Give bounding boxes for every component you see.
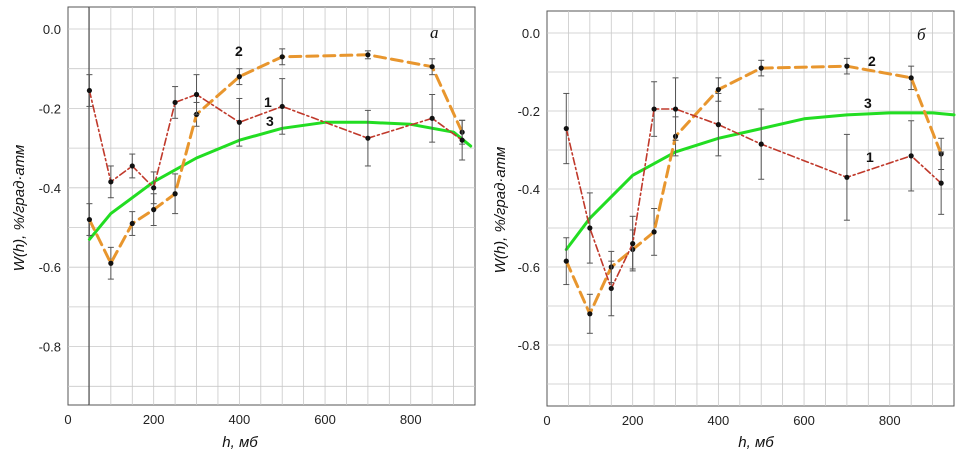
series-1-point (938, 180, 944, 186)
series-1 (563, 77, 945, 317)
series-2-point (86, 216, 93, 223)
y-tick-label: -0.2 (39, 101, 61, 116)
panel-a-series-3-label: 3 (266, 113, 274, 129)
panel-a-series-2-label: 2 (235, 43, 243, 59)
y-tick-label: -0.6 (39, 260, 61, 275)
series-1-point (151, 185, 157, 191)
series-2-point (587, 311, 593, 317)
series-1-point (86, 87, 93, 94)
y-tick-label: -0.6 (518, 260, 540, 275)
x-tick-label: 0 (543, 413, 550, 428)
panel-b-series-2-label: 2 (868, 53, 876, 69)
series-1-point (129, 163, 135, 169)
x-tick-label: 400 (229, 412, 251, 427)
panel-b-letter: б (917, 25, 926, 44)
panel-a-x-axis-label: h, мб (222, 434, 258, 451)
x-tick-label: 600 (793, 413, 815, 428)
y-tick-label: 0.0 (522, 26, 540, 41)
series-2-point (758, 65, 764, 71)
series-2-point (365, 52, 371, 58)
series-2-point (129, 220, 135, 227)
panel-b-series-1-label: 1 (866, 149, 874, 165)
x-tick-label: 600 (314, 412, 336, 427)
series-1-point (459, 137, 465, 143)
panel-a-frame (67, 6, 476, 406)
series-1-point (365, 135, 371, 141)
series-2-point (715, 86, 721, 93)
x-tick-label: 800 (879, 413, 901, 428)
series-1-point (715, 122, 721, 128)
series-1-point (108, 179, 114, 185)
series-1-point (563, 125, 569, 132)
x-tick-label: 0 (64, 412, 71, 427)
series-2-point (279, 54, 285, 60)
series-2-point (563, 258, 569, 264)
series-2-point (151, 207, 157, 213)
series-1-point (844, 174, 850, 180)
panel-b-x-axis-label: h, мб (738, 434, 774, 451)
series-1-point (236, 119, 242, 125)
series-1-point (908, 153, 914, 159)
panel-b-series-3-label: 3 (864, 95, 872, 111)
panel-b: 0 200 400 600 800 0.0 -0.2 -0.4 -0.6 -0.8 б 2 3 1… (492, 10, 956, 451)
y-tick-label: -0.4 (39, 181, 61, 196)
series-1-point (193, 91, 200, 98)
series-1-line (565, 108, 942, 290)
panel-b-frame (546, 10, 955, 407)
series-1-point (172, 99, 178, 106)
series-2-point (236, 74, 242, 80)
series-1-point (630, 241, 636, 247)
y-tick-label: 0.0 (43, 22, 61, 37)
x-tick-label: 200 (143, 412, 165, 427)
y-tick-label: -0.8 (39, 340, 61, 355)
series-1-point (758, 141, 764, 147)
panel-a-letter: а (430, 23, 439, 42)
panel-b-y-axis-label: W(h), %/град·атм (492, 147, 509, 274)
series-2-point (108, 260, 114, 266)
panel-a-series-1-label: 1 (264, 94, 272, 110)
y-tick-label: -0.2 (518, 104, 540, 119)
y-tick-label: -0.8 (518, 338, 540, 353)
series-1-point (651, 106, 657, 112)
series-1-point (672, 106, 679, 112)
series-1-point (608, 285, 614, 292)
series-2-point (651, 229, 657, 235)
series-1-point (279, 103, 285, 110)
series-1-point (429, 115, 435, 121)
series-2-point (429, 64, 435, 70)
series-2-point (172, 191, 178, 197)
series-2-point (908, 75, 914, 81)
panel-a: 0 200 400 600 800 0.0 -0.2 -0.4 -0.6 -0.8 а 2 1 3… (11, 6, 476, 451)
series-2-point (844, 63, 850, 69)
panel-a-y-axis-label: W(h), %/град·атм (11, 145, 28, 272)
y-tick-label: -0.4 (518, 182, 540, 197)
series-1 (86, 74, 466, 205)
x-tick-label: 400 (708, 413, 730, 428)
series-1-point (587, 225, 593, 231)
x-tick-label: 800 (400, 412, 422, 427)
x-tick-label: 200 (622, 413, 644, 428)
